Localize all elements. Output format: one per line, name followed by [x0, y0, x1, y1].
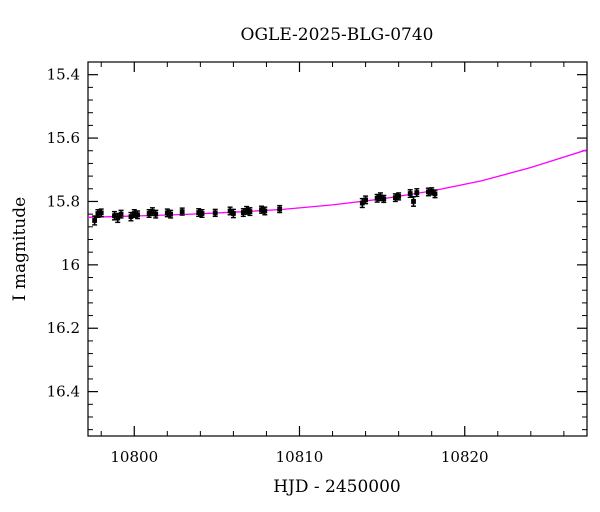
data-point — [131, 208, 137, 219]
point-marker — [259, 207, 264, 213]
minor-ticks — [88, 61, 587, 436]
point-marker — [396, 193, 402, 199]
data-point — [98, 208, 104, 218]
point-marker — [432, 191, 438, 197]
point-marker — [240, 210, 246, 215]
y-tick-label: 15.8 — [47, 192, 80, 210]
point-marker — [374, 195, 380, 201]
data-point — [392, 193, 398, 203]
x-tick-labels: 10800 10810 10820 — [110, 448, 488, 466]
point-marker — [115, 215, 121, 221]
data-point — [432, 189, 438, 199]
chart-title: OGLE-2025-BLG-0740 — [241, 25, 434, 45]
data-point — [230, 208, 236, 219]
major-ticks — [88, 62, 587, 436]
point-marker — [118, 211, 124, 217]
data-point — [92, 215, 98, 226]
point-marker — [128, 214, 134, 220]
model-layer — [88, 149, 587, 218]
data-point — [153, 209, 159, 219]
y-tick-labels: 15.4 15.6 15.8 16 16.2 16.4 — [47, 66, 80, 401]
x-tick-label: 10820 — [441, 448, 489, 466]
point-marker — [363, 197, 368, 203]
point-marker — [164, 210, 170, 216]
x-tick-label: 10810 — [276, 448, 324, 466]
point-marker — [112, 213, 117, 219]
point-marker — [392, 195, 398, 201]
plot-area — [87, 61, 588, 437]
data-point — [247, 207, 253, 217]
point-marker — [199, 211, 205, 216]
point-marker — [196, 210, 202, 215]
point-marker — [411, 199, 416, 204]
points-layer — [92, 187, 438, 226]
model-curve — [88, 149, 587, 218]
point-marker — [244, 207, 250, 213]
data-point — [179, 207, 185, 216]
point-marker — [425, 189, 431, 195]
data-point — [244, 205, 250, 215]
point-marker — [277, 206, 283, 212]
data-point — [277, 204, 283, 214]
point-marker — [407, 191, 413, 196]
data-point — [199, 208, 205, 219]
point-marker — [168, 211, 174, 217]
data-point — [212, 208, 218, 218]
data-point — [168, 209, 174, 219]
x-tick-label: 10800 — [110, 448, 158, 466]
plot-frame — [87, 61, 588, 437]
data-point — [396, 192, 402, 201]
point-marker — [227, 208, 233, 214]
point-marker — [429, 188, 435, 194]
y-tick-label: 16 — [61, 256, 80, 274]
point-marker — [262, 208, 268, 214]
y-tick-label: 16.4 — [47, 383, 80, 401]
point-marker — [179, 209, 185, 214]
y-tick-label: 15.6 — [47, 129, 80, 147]
data-point — [135, 210, 141, 220]
point-marker — [153, 211, 159, 217]
point-marker — [359, 200, 365, 206]
point-marker — [98, 210, 104, 216]
point-marker — [378, 194, 383, 200]
data-point — [149, 207, 155, 217]
data-point — [363, 195, 369, 205]
point-marker — [381, 196, 387, 202]
point-marker — [146, 211, 152, 216]
y-axis-label: I magnitude — [10, 197, 30, 301]
point-marker — [92, 218, 98, 223]
data-point — [164, 208, 170, 218]
x-axis-label: HJD - 2450000 — [273, 477, 401, 497]
point-marker — [95, 211, 101, 216]
point-marker — [135, 212, 140, 218]
point-marker — [414, 190, 420, 195]
data-point — [381, 194, 387, 204]
data-point — [118, 209, 124, 219]
point-marker — [212, 210, 218, 216]
point-marker — [231, 211, 236, 216]
point-marker — [247, 209, 253, 214]
point-marker — [131, 211, 137, 216]
data-point — [414, 188, 420, 198]
y-tick-label: 16.2 — [47, 319, 80, 337]
y-tick-label: 15.4 — [47, 66, 80, 84]
data-point — [196, 208, 202, 218]
data-point — [262, 206, 268, 216]
point-marker — [150, 209, 155, 214]
data-point — [411, 196, 417, 207]
